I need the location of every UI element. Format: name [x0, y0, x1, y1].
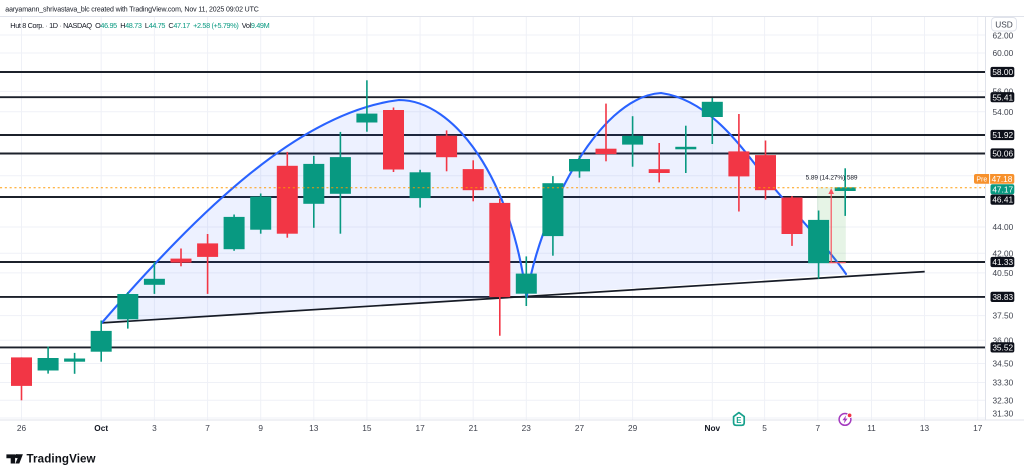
svg-text:31.30: 31.30: [993, 409, 1014, 419]
svg-text:USD: USD: [995, 19, 1013, 29]
svg-text:54.00: 54.00: [993, 107, 1014, 117]
svg-text:51.92: 51.92: [992, 130, 1013, 140]
svg-text:47.17: 47.17: [992, 185, 1013, 195]
svg-text:29: 29: [628, 423, 638, 433]
svg-text:38.83: 38.83: [992, 292, 1013, 302]
svg-text:58.00: 58.00: [992, 67, 1013, 77]
svg-text:17: 17: [415, 423, 425, 433]
svg-text:42.00: 42.00: [993, 248, 1014, 258]
svg-text:50.06: 50.06: [992, 149, 1013, 159]
svg-text:62.00: 62.00: [993, 31, 1014, 41]
svg-text:9: 9: [258, 423, 263, 433]
svg-text:13: 13: [309, 423, 319, 433]
svg-text:7: 7: [205, 423, 210, 433]
svg-text:33.30: 33.30: [993, 378, 1014, 388]
svg-text:40.50: 40.50: [993, 268, 1014, 278]
svg-text:3: 3: [152, 423, 157, 433]
svg-text:21: 21: [469, 423, 479, 433]
svg-text:aaryamann_shrivastava_blc crea: aaryamann_shrivastava_blc created with T…: [5, 6, 258, 13]
svg-text:Hut 8 Corp. · 1D · NASDAQ O46: Hut 8 Corp. · 1D · NASDAQ O46.95 H48.73 …: [10, 21, 269, 30]
svg-text:35.52: 35.52: [992, 343, 1013, 353]
svg-text:34.50: 34.50: [993, 359, 1014, 369]
svg-text:Nov: Nov: [704, 423, 720, 433]
svg-text:23: 23: [522, 423, 532, 433]
svg-text:32.30: 32.30: [993, 395, 1014, 405]
svg-text:13: 13: [920, 423, 930, 433]
svg-text:60.00: 60.00: [993, 48, 1014, 58]
svg-text:5.89 (14.27%) 589: 5.89 (14.27%) 589: [806, 174, 858, 181]
svg-text:41.33: 41.33: [992, 257, 1013, 267]
svg-text:TradingView: TradingView: [27, 453, 97, 466]
svg-text:47.18: 47.18: [992, 174, 1013, 184]
svg-text:E: E: [736, 416, 741, 425]
svg-text:5: 5: [762, 423, 767, 433]
svg-text:46.41: 46.41: [992, 195, 1013, 205]
svg-text:7: 7: [815, 423, 820, 433]
svg-text:15: 15: [362, 423, 372, 433]
svg-text:11: 11: [867, 423, 876, 433]
svg-text:Oct: Oct: [94, 423, 108, 433]
svg-text:44.00: 44.00: [993, 222, 1014, 232]
svg-text:36.00: 36.00: [993, 335, 1014, 345]
svg-text:Pre: Pre: [976, 177, 987, 184]
svg-text:37.50: 37.50: [993, 311, 1014, 321]
svg-text:17: 17: [973, 423, 983, 433]
svg-text:27: 27: [575, 423, 585, 433]
svg-text:26: 26: [17, 423, 27, 433]
svg-text:55.41: 55.41: [992, 92, 1013, 102]
svg-text:56.00: 56.00: [993, 86, 1014, 96]
